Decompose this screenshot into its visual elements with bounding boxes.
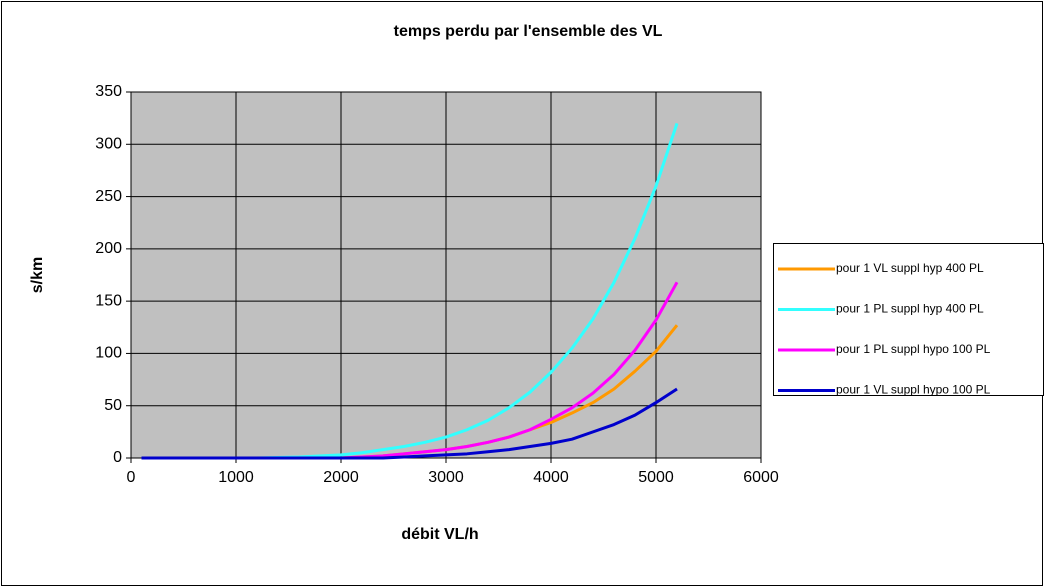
x-tick-label: 4000 [533, 469, 569, 486]
x-tick-label: 3000 [428, 469, 464, 486]
legend-label: pour 1 VL suppl hyp 400 PL [836, 261, 984, 275]
y-tick-label: 150 [95, 292, 122, 309]
legend-label: pour 1 PL suppl hypo 100 PL [836, 342, 991, 356]
y-tick-label: 50 [104, 397, 122, 414]
legend-label: pour 1 VL suppl hypo 100 PL [836, 383, 991, 397]
x-axis-label: débit VL/h [401, 526, 478, 543]
y-tick-label: 100 [95, 345, 122, 362]
y-tick-label: 0 [113, 449, 122, 466]
legend-box [773, 243, 1044, 396]
series-line [141, 387, 678, 460]
y-tick-label: 300 [95, 136, 122, 153]
x-tick-label: 1000 [218, 469, 254, 486]
x-tick-label: 5000 [638, 469, 674, 486]
y-tick-label: 350 [95, 83, 122, 100]
y-tick-label: 200 [95, 240, 122, 257]
x-tick-label: 2000 [323, 469, 359, 486]
y-tick-label: 250 [95, 188, 122, 205]
plot-border [130, 91, 762, 459]
chart-title: temps perdu par l'ensemble des VL [394, 23, 663, 40]
x-tick-label: 0 [127, 469, 136, 486]
x-tick-label: 6000 [743, 469, 779, 486]
y-axis-label: s/km [29, 257, 46, 293]
legend-label: pour 1 PL suppl hyp 400 PL [836, 302, 984, 316]
